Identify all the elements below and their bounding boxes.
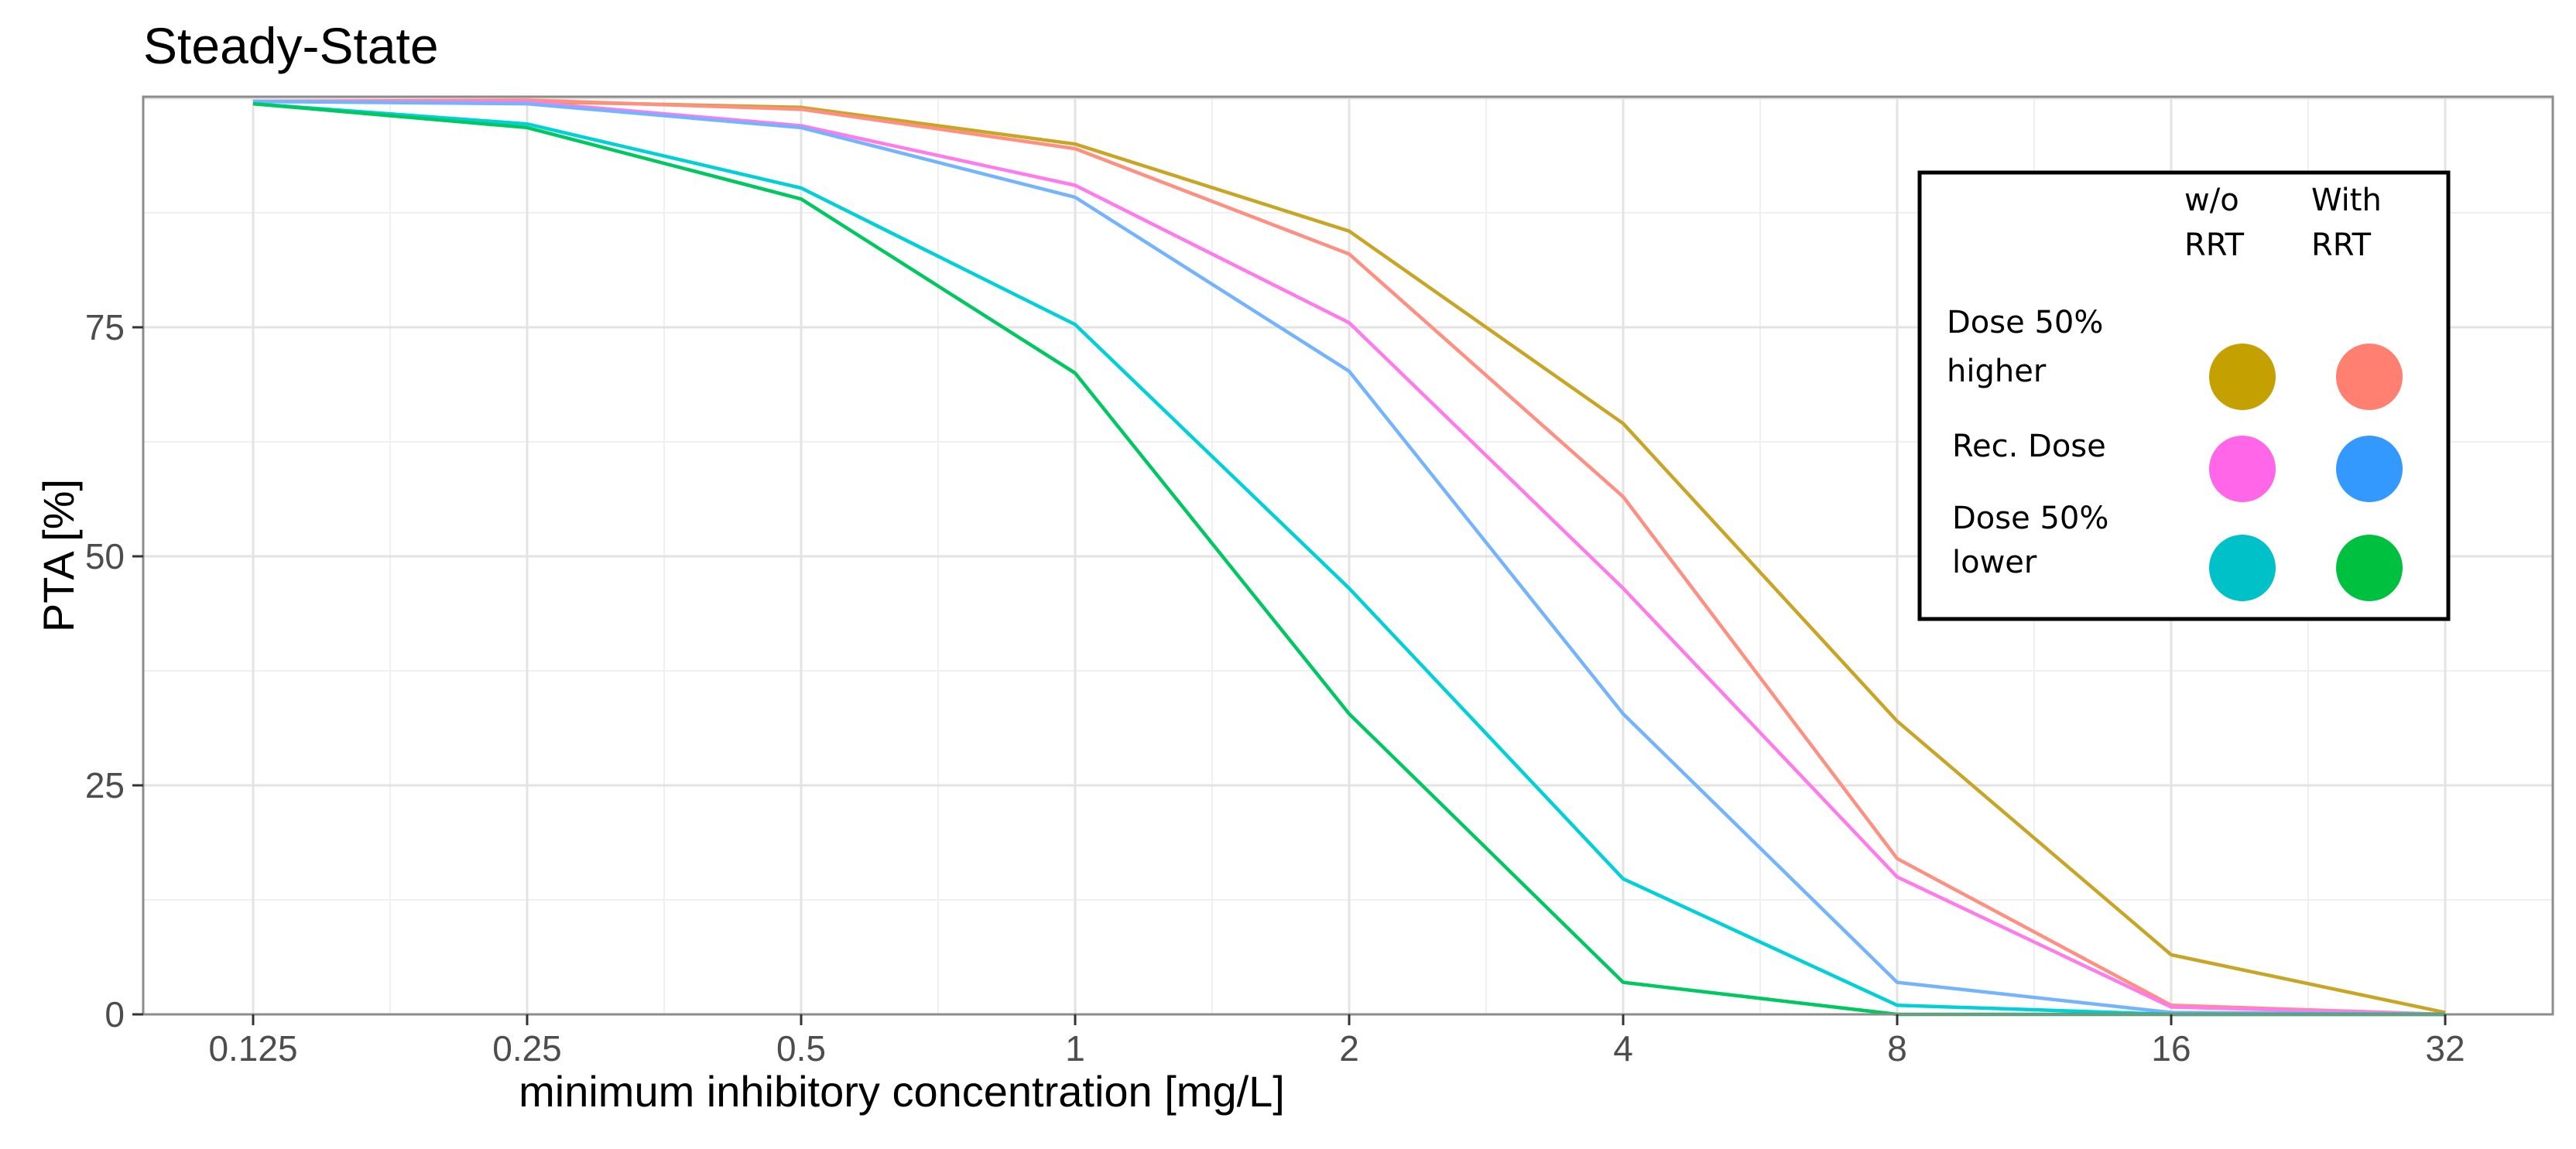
y-tick-label: 0 <box>104 994 125 1034</box>
chart-title: Steady-State <box>143 17 439 74</box>
axes: 0.125 0.25 0.5 1 2 4 8 16 32 0 25 50 75 <box>85 307 2465 1069</box>
legend-col-header: With <box>2311 183 2382 218</box>
legend-row-label: Dose 50% <box>1952 501 2108 536</box>
legend-key-dot <box>2209 436 2276 502</box>
y-tick-label: 25 <box>85 765 125 805</box>
x-tick-label: 1 <box>1065 1028 1085 1069</box>
series-line-3 <box>252 99 2446 1017</box>
x-axis-label: minimum inhibitory concentration [mg/L] <box>519 1067 1285 1116</box>
x-tick-label: 8 <box>1887 1028 1907 1069</box>
legend-key-dot <box>2209 344 2276 410</box>
series-line-5 <box>252 101 2445 1017</box>
legend-row-label: higher <box>1947 354 2047 389</box>
x-tick-label: 2 <box>1339 1028 1359 1069</box>
legend-col-header: RRT <box>2311 227 2372 263</box>
legend-key-dot <box>2209 535 2276 601</box>
legend: w/o RRT With RRT Dose 50% higher Rec. Dose Dose… <box>1917 170 2451 621</box>
legend-row-label: lower <box>1952 545 2037 580</box>
legend-key-dot <box>2336 436 2403 502</box>
series-line-4 <box>252 99 2446 1017</box>
x-tick-label: 32 <box>2425 1028 2465 1069</box>
legend-col-header: RRT <box>2184 227 2245 263</box>
legend-key-dot <box>2336 535 2403 601</box>
x-tick-label: 4 <box>1613 1028 1633 1069</box>
y-axis-label: PTA [%] <box>34 479 83 632</box>
x-tick-label: 16 <box>2151 1028 2191 1069</box>
y-tick-label: 75 <box>85 307 125 347</box>
x-tick-label: 0.25 <box>492 1028 562 1069</box>
x-tick-label: 0.5 <box>776 1028 826 1069</box>
x-tick-label: 0.125 <box>208 1028 297 1069</box>
legend-key-dot <box>2336 344 2403 410</box>
legend-row-label: Dose 50% <box>1947 305 2103 340</box>
legend-row-label: Rec. Dose <box>1952 429 2106 464</box>
series-line-2 <box>252 98 2446 1017</box>
y-tick-label: 50 <box>85 536 125 576</box>
legend-col-header: w/o <box>2184 183 2239 218</box>
